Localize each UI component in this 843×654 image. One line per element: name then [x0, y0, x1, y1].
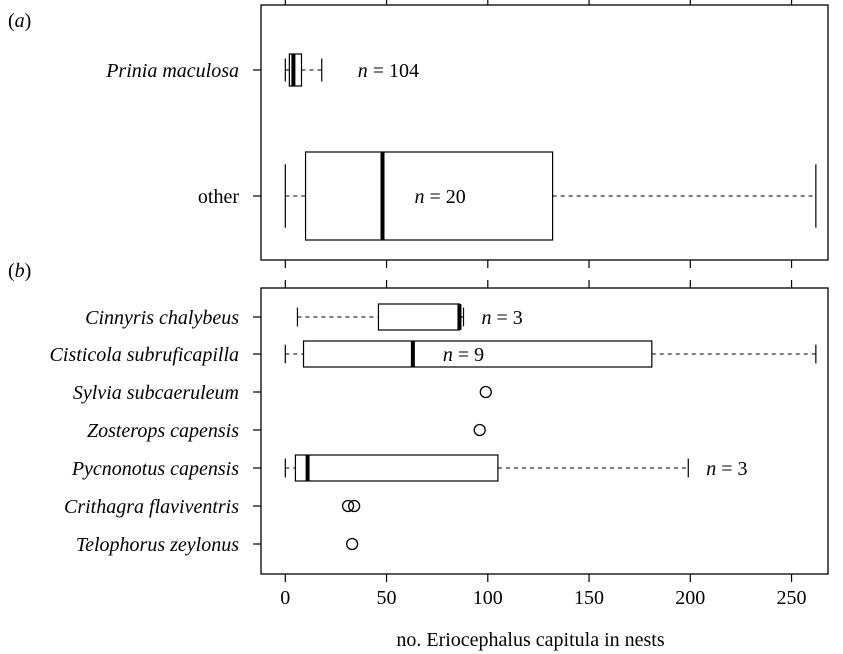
category-label: Cisticola subruficapilla [50, 344, 239, 366]
group-telophorus-zeylonus: Telophorus zeylonus [76, 534, 358, 556]
n-label: n = 20 [415, 186, 466, 208]
x-tick-label: 100 [473, 587, 503, 609]
category-label: Pycnonotus capensis [71, 458, 239, 480]
data-point [480, 387, 491, 398]
group-sylvia-subcaeruleum: Sylvia subcaeruleum [73, 382, 491, 404]
panel-a: (a) Prinia maculosa n = 104 other n = 20 [8, 0, 828, 268]
group-cisticola-subruficapilla: Cisticola subruficapilla n = 9 [50, 341, 816, 367]
x-tick-label: 200 [675, 587, 705, 609]
x-axis-label: no. Eriocephalus capitula in nests [396, 629, 664, 651]
category-label: Crithagra flaviventris [64, 496, 239, 518]
plot-frame [261, 288, 828, 574]
category-label: Prinia maculosa [105, 60, 239, 82]
box [289, 54, 301, 86]
n-label: n = 3 [482, 307, 523, 329]
group-crithagra-flaviventris: Crithagra flaviventris [64, 496, 360, 518]
n-label: n = 104 [358, 60, 419, 82]
data-point [474, 425, 485, 436]
n-label: n = 9 [443, 344, 484, 366]
group-cinnyris-chalybeus: Cinnyris chalybeus n = 3 [85, 304, 523, 330]
group-zosterops-capensis: Zosterops capensis [87, 420, 485, 442]
x-tick-label: 250 [777, 587, 807, 609]
category-label: Zosterops capensis [87, 420, 239, 442]
category-label: other [198, 186, 239, 208]
category-label: Telophorus zeylonus [76, 534, 239, 556]
group-prinia-maculosa: Prinia maculosa n = 104 [105, 54, 419, 86]
n-label: n = 3 [706, 458, 747, 480]
panel-label: (b) [8, 260, 31, 282]
box [378, 304, 459, 330]
x-tick-label: 0 [280, 587, 290, 609]
x-tick-label: 50 [377, 587, 397, 609]
category-label: Sylvia subcaeruleum [73, 382, 239, 404]
group-other: other n = 20 [198, 152, 816, 240]
group-pycnonotus-capensis: Pycnonotus capensis n = 3 [71, 455, 748, 481]
panel-label: (a) [8, 10, 31, 32]
panel-b: (b) 0 50 100 150 200 250 Cinnyris chalybeus n = … [8, 260, 828, 651]
category-label: Cinnyris chalybeus [85, 307, 239, 329]
data-point [347, 539, 358, 550]
x-tick-label: 150 [574, 587, 604, 609]
box [295, 455, 498, 481]
